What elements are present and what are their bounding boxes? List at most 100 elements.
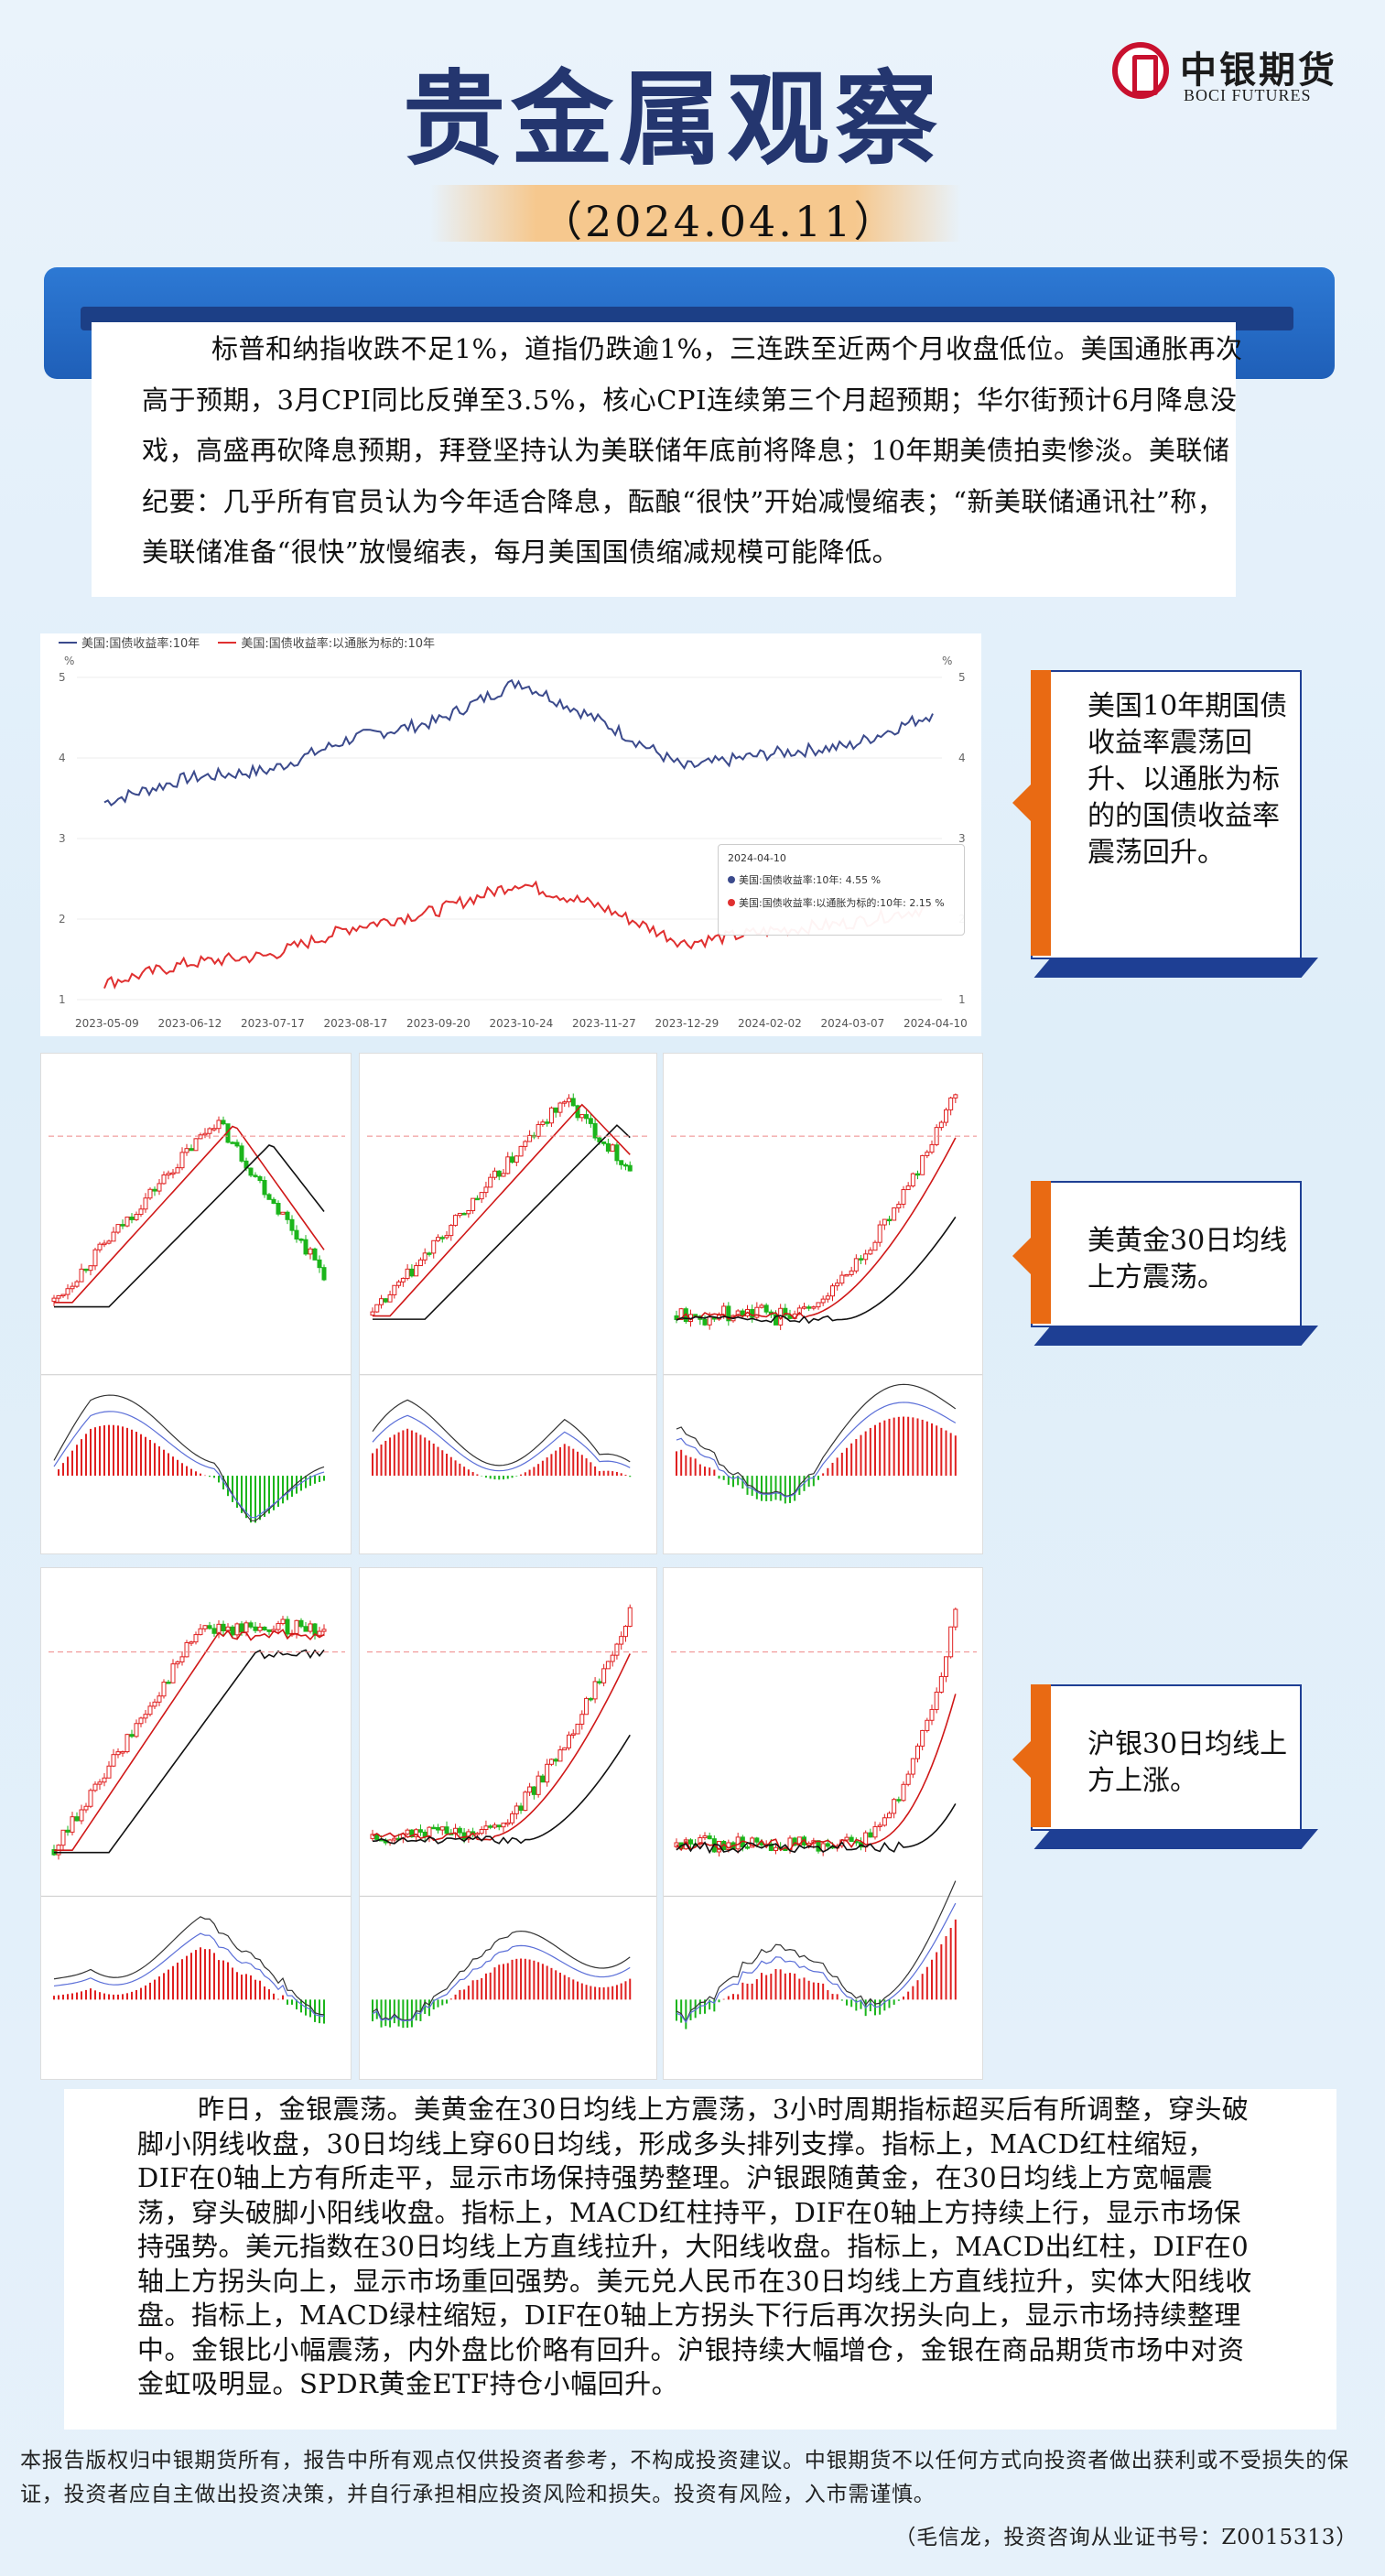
candle-body [514,1805,519,1814]
macd-bar [273,1476,275,1510]
macd-bar [71,1450,73,1477]
report-date: （2024.04.11） [540,197,899,246]
macd-bar [936,1425,938,1477]
candle-body [523,1141,528,1147]
macd-bar [563,1975,566,2000]
candle-body [193,1138,199,1152]
ma-line-short [373,1103,631,1317]
macd-bar [840,1999,843,2001]
candlestick-panel [40,1053,352,1554]
ma-line-short [54,1125,325,1304]
macd-bar [555,1970,557,2000]
candle-body [944,1109,948,1123]
macd-bar [476,1474,479,1477]
candle-body [189,1641,194,1644]
candle-body [431,1826,437,1830]
candle-body [849,1270,854,1275]
macd-bar [784,1973,786,2000]
candle-body [115,1224,121,1233]
candle-body [492,1824,497,1828]
macd-bar [755,1979,758,2000]
candle-body [234,1142,240,1147]
macd-bar [397,1999,400,2027]
macd-bar [463,1467,466,1477]
candle-body [567,1098,571,1103]
candlestick-svg [360,1604,656,2029]
macd-bar [940,1943,943,2000]
macd-bar [779,1476,782,1501]
macd-bar [314,1476,316,1484]
y-tick-left: 5 [59,671,66,684]
macd-bar [76,1992,78,2000]
candle-body [605,1142,611,1153]
macd-bar [236,1972,238,2000]
callout-silver-text: 沪银30日均线上方上涨。 [1087,1728,1288,1797]
macd-bar [751,1983,753,2000]
macd-bar [836,1457,839,1477]
candle-body [83,1805,89,1811]
macd-bar [940,1427,943,1477]
macd-bar [108,1424,110,1477]
candle-body [627,1164,633,1172]
candle-body [567,1734,571,1748]
candle-body [887,1218,892,1222]
macd-bar [624,1475,627,1477]
macd-bar [602,1470,605,1477]
candle-body [849,1836,854,1843]
candle-body [830,1285,835,1297]
candle-body [427,1252,432,1255]
candle-body [892,1207,897,1221]
candle-body [285,1618,290,1635]
macd-bar [389,1437,392,1477]
candle-body [518,1145,524,1157]
candle-body [321,1629,327,1632]
macd-bar [108,1994,110,2000]
macd-bar [798,1978,801,2000]
macd-bar [528,1469,531,1477]
callout-gold-text: 美黄金30日均线上方震荡。 [1087,1225,1288,1293]
macd-bar [145,1436,146,1477]
macd-bar [291,1476,293,1498]
candle-body [953,1094,958,1099]
macd-bar [67,1994,69,2000]
candle-body [97,1781,103,1785]
date-banner [430,185,961,242]
candle-body [944,1656,948,1677]
candle-body [303,1626,308,1632]
page-title: 贵金属观察 [403,60,943,179]
macd-bar [372,1999,373,2022]
candle-body [152,1188,157,1192]
macd-bar [598,1471,601,1477]
macd-bar [831,1994,834,2000]
macd-bar [680,1999,683,2023]
macd-bar [765,1476,768,1501]
macd-bar [874,1424,876,1477]
macd-bar [827,1990,829,2000]
candle-body [439,1237,445,1239]
macd-bar [154,1443,156,1477]
macd-bar [580,1455,583,1477]
candle-body [129,1217,135,1220]
macd-bar [259,1980,261,2000]
candle-body [184,1148,189,1153]
candlestick-svg [360,1093,656,1480]
macd-bar [419,1434,422,1477]
candle-body [601,1668,607,1683]
macd-bar [393,1999,395,2024]
candle-body [439,1826,445,1831]
macd-bar [384,1440,387,1477]
macd-bar [822,1473,825,1477]
candle-body [806,1306,812,1309]
macd-bar [117,1425,119,1477]
header: 贵金属观察 中银期货 BOCI FUTURES （2024.04.11） [0,0,1385,265]
macd-bar [629,1476,632,1477]
candle-body [387,1293,393,1303]
macd-bar [236,1476,238,1509]
x-tick-label: 2023-09-20 [406,1017,471,1030]
candle-body [471,1197,476,1211]
macd-bar [85,1989,87,2000]
candle-body [170,1172,176,1175]
candle-body [887,1813,892,1819]
candle-body [111,1754,116,1767]
